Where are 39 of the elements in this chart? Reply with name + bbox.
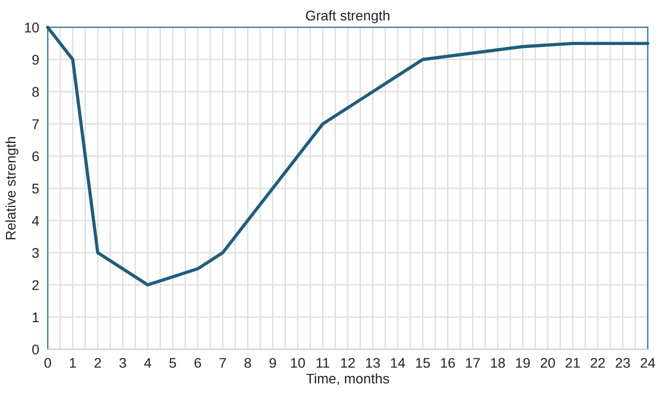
x-tick-label: 1	[70, 358, 76, 368]
x-tick-label: 20	[540, 358, 555, 368]
x-tick-label: 4	[144, 358, 152, 368]
y-tick-label: 6	[32, 151, 39, 162]
x-tick-label: 18	[491, 358, 505, 368]
x-tick-label: 10	[291, 358, 305, 368]
y-tick-label: 7	[32, 119, 39, 129]
x-tick-label: 9	[270, 358, 276, 368]
x-tick-label: 12	[341, 358, 355, 368]
x-tick-label: 6	[194, 358, 201, 368]
x-tick-label: 14	[391, 358, 406, 368]
x-tick-label: 11	[316, 358, 330, 368]
y-tick-label: 0	[32, 344, 39, 354]
y-tick-label: 4	[32, 216, 39, 226]
x-tick-label: 13	[366, 358, 380, 368]
x-tick-label: 8	[244, 358, 251, 368]
y-tick-label: 1	[32, 312, 39, 322]
x-tick-label: 22	[590, 358, 605, 368]
y-tick-label: 3	[32, 248, 39, 258]
x-tick-label: 24	[640, 358, 656, 368]
x-tick-label: 16	[441, 358, 455, 368]
y-tick-label: 2	[32, 280, 39, 290]
x-tick-label: 7	[220, 358, 226, 368]
x-tick-label: 15	[416, 358, 430, 368]
chart-title: Graft strength	[306, 10, 390, 24]
x-tick-label: 0	[44, 358, 52, 368]
x-tick-label: 17	[466, 358, 480, 368]
x-axis-title: Time, months	[306, 373, 390, 386]
y-tick-label: 5	[32, 184, 39, 194]
x-tick-label: 19	[516, 358, 530, 368]
x-tick-label: 23	[616, 358, 630, 368]
x-tick-label: 3	[119, 358, 126, 368]
x-tick-label: 5	[169, 358, 176, 368]
y-axis-title: Relative strength	[5, 137, 18, 240]
y-tick-label: 9	[32, 54, 39, 65]
y-tick-label: 8	[32, 87, 39, 97]
x-tick-label: 21	[566, 358, 580, 368]
x-tick-label: 2	[94, 358, 101, 368]
y-tick-label: 10	[25, 22, 39, 32]
